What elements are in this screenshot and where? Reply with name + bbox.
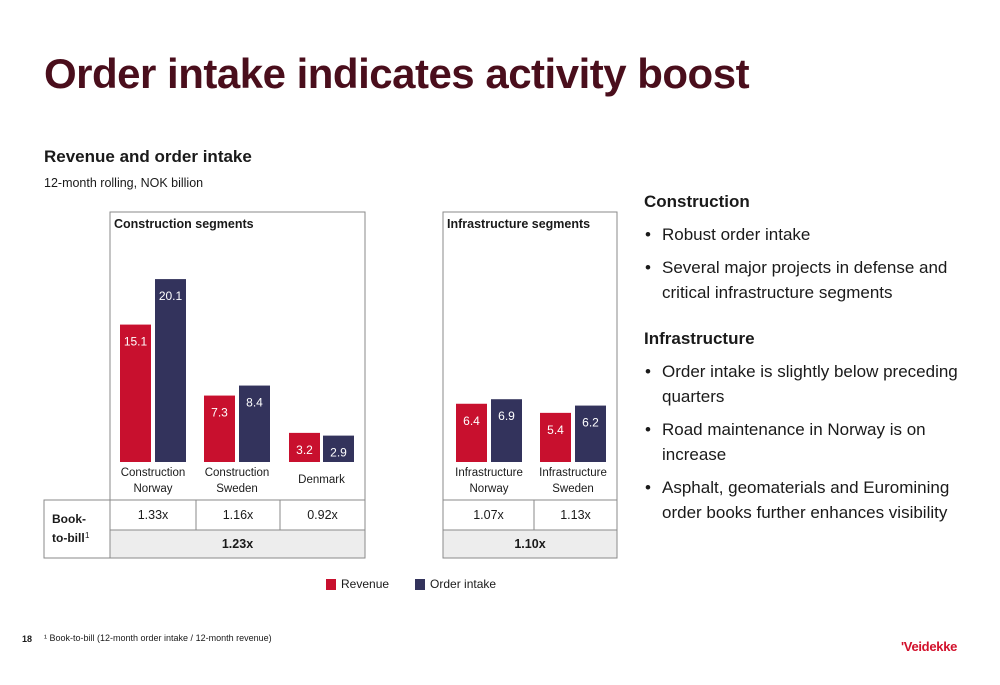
category-label: Infrastructure <box>539 467 607 479</box>
book-to-bill-total: 1.23x <box>222 537 253 551</box>
veidekke-logo: 'Veidekke <box>901 639 958 654</box>
category-label: Infrastructure <box>455 467 523 479</box>
category-label: Norway <box>134 483 173 495</box>
book-to-bill-label: Book- <box>52 512 86 526</box>
book-to-bill-cell <box>442 499 535 531</box>
construction-section: Construction Robust order intake Several… <box>644 192 984 305</box>
category-label: Denmark <box>298 474 345 486</box>
book-to-bill-label: to-bill <box>52 531 85 545</box>
bullet-item: Order intake is slightly below preceding… <box>644 359 984 409</box>
book-to-bill-value: 1.33x <box>138 508 169 522</box>
book-to-bill-cell <box>533 499 618 531</box>
book-to-bill-total-cell <box>109 529 366 559</box>
revenue-bar <box>540 412 571 462</box>
legend-item-revenue: Revenue <box>326 577 389 591</box>
order-intake-bar <box>155 279 186 462</box>
bullet-item: Robust order intake <box>644 222 984 247</box>
revenue-bar <box>289 432 320 462</box>
bullet-item: Asphalt, geomaterials and Euromining ord… <box>644 475 984 525</box>
infrastructure-heading: Infrastructure <box>644 329 755 348</box>
order-intake-data-label: 8.4 <box>246 396 263 410</box>
category-label: Sweden <box>216 483 258 495</box>
book-to-bill-total-cell <box>442 529 618 559</box>
book-to-bill-value: 1.07x <box>473 508 504 522</box>
page-number: 18 <box>22 634 33 644</box>
order-intake-data-label: 2.9 <box>330 446 347 460</box>
footnote: ¹ Book-to-bill (12-month order intake / … <box>44 633 272 643</box>
order-intake-data-label: 6.9 <box>498 409 515 423</box>
bullet-item: Road maintenance in Norway is on increas… <box>644 417 984 467</box>
segment-panel-title: Construction segments <box>114 217 254 231</box>
category-label: Norway <box>470 483 509 495</box>
revenue-bar <box>120 324 151 462</box>
legend-label-order-intake: Order intake <box>430 577 497 591</box>
book-to-bill-value: 1.16x <box>223 508 254 522</box>
chart-legend: Revenue Order intake <box>326 577 496 591</box>
book-to-bill-value: 1.13x <box>560 508 591 522</box>
book-to-bill-value: 0.92x <box>307 508 338 522</box>
book-to-bill-total: 1.10x <box>514 537 545 551</box>
order-intake-bar <box>491 399 522 462</box>
segment-panel-title: Infrastructure segments <box>447 217 590 231</box>
infrastructure-section: Infrastructure Order intake is slightly … <box>644 329 984 525</box>
legend-label-revenue: Revenue <box>341 577 390 591</box>
footnote-marker: 1 <box>85 531 90 540</box>
order-intake-data-label: 6.2 <box>582 416 599 430</box>
order-intake-data-label: 20.1 <box>159 289 183 303</box>
revenue-data-label: 6.4 <box>463 414 480 428</box>
construction-heading: Construction <box>644 192 750 211</box>
order-intake-bar <box>575 405 606 462</box>
revenue-bar <box>204 395 235 462</box>
book-to-bill-cell <box>279 499 366 531</box>
bullet-item: Several major projects in defense and cr… <box>644 255 984 305</box>
chart-subtitle: 12-month rolling, NOK billion <box>44 176 204 190</box>
legend-item-order-intake: Order intake <box>415 577 496 591</box>
category-label: Construction <box>205 467 270 479</box>
revenue-swatch <box>326 578 336 590</box>
order-intake-bar <box>239 385 270 462</box>
order-intake-bar <box>323 435 354 462</box>
chart-title: Revenue and order intake <box>44 147 252 166</box>
revenue-data-label: 7.3 <box>211 406 228 420</box>
order-intake-swatch <box>415 578 426 590</box>
category-label: Sweden <box>552 483 594 495</box>
revenue-data-label: 3.2 <box>296 443 313 457</box>
slide-title: Order intake indicates activity boost <box>44 50 750 97</box>
category-label: Construction <box>121 467 186 479</box>
revenue-bar <box>456 403 487 462</box>
revenue-data-label: 5.4 <box>547 423 564 437</box>
commentary-panel: Construction Robust order intake Several… <box>644 192 984 549</box>
book-to-bill-label-cell <box>43 499 111 559</box>
revenue-data-label: 15.1 <box>124 335 148 349</box>
